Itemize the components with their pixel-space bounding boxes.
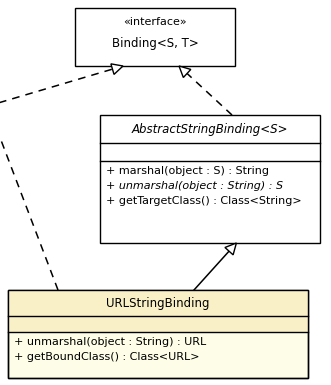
Text: + unmarshal(object : String) : S: + unmarshal(object : String) : S — [106, 181, 283, 191]
Bar — [75, 8, 235, 66]
Text: «interface»: «interface» — [123, 17, 187, 27]
Text: AbstractStringBinding<S>: AbstractStringBinding<S> — [132, 122, 288, 136]
Text: + marshal(object : S) : String: + marshal(object : S) : String — [106, 166, 269, 176]
Text: + getBoundClass() : Class<URL>: + getBoundClass() : Class<URL> — [14, 352, 200, 362]
Bar — [8, 316, 308, 332]
Polygon shape — [111, 64, 123, 74]
Text: + getTargetClass() : Class<String>: + getTargetClass() : Class<String> — [106, 196, 302, 206]
Bar — [8, 290, 308, 316]
Text: URLStringBinding: URLStringBinding — [106, 296, 210, 310]
Text: + unmarshal(object : String) : URL: + unmarshal(object : String) : URL — [14, 337, 206, 347]
Bar — [8, 290, 308, 378]
Polygon shape — [179, 66, 191, 77]
Bar — [8, 290, 308, 378]
Text: Binding<S, T>: Binding<S, T> — [112, 37, 198, 50]
Bar — [100, 115, 320, 243]
Polygon shape — [225, 243, 236, 255]
